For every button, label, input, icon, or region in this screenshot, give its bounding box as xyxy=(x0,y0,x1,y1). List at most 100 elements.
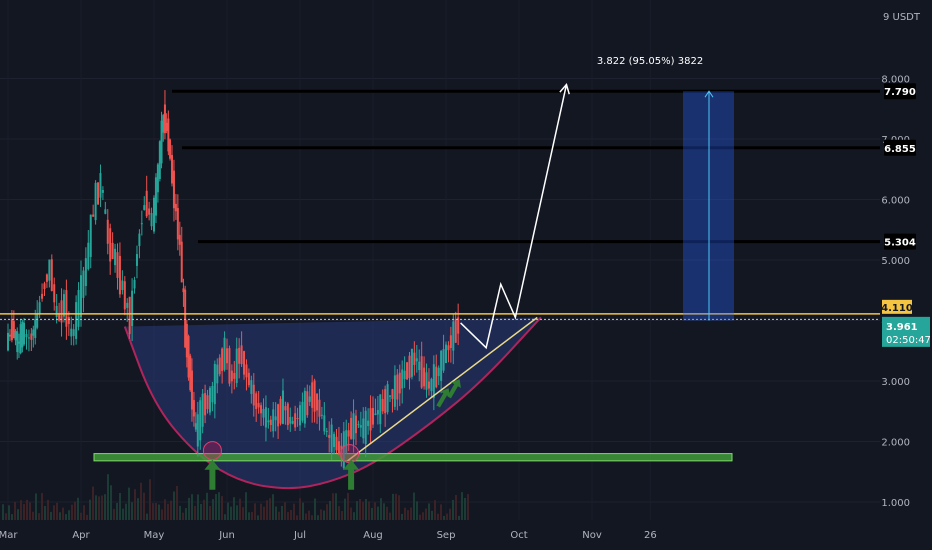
candle-body xyxy=(208,387,211,413)
candle-body xyxy=(357,424,360,426)
volume-bar xyxy=(236,505,238,520)
candle-body xyxy=(14,330,17,341)
projection-path xyxy=(460,84,568,350)
x-tick-label: 26 xyxy=(644,530,657,541)
candle-body xyxy=(435,366,438,388)
candle-body xyxy=(255,393,258,409)
candle-body xyxy=(408,355,411,379)
volume-bar xyxy=(380,498,382,520)
candle-body xyxy=(182,288,185,293)
candle-body xyxy=(21,321,24,348)
candle-body xyxy=(328,435,331,438)
volume-bar xyxy=(32,511,34,520)
candle-body xyxy=(131,290,134,327)
candle-body xyxy=(423,367,426,387)
candle-body xyxy=(374,413,377,415)
candle-body xyxy=(70,328,73,337)
volume-bar xyxy=(272,494,274,520)
candle-body xyxy=(252,384,255,406)
candle-body xyxy=(347,430,350,437)
up-arrow-shape xyxy=(343,459,360,490)
volume-bar xyxy=(80,512,82,520)
candle-body xyxy=(330,424,333,453)
up-arrow-shape xyxy=(204,459,221,490)
volume-bar xyxy=(212,499,214,520)
up-arrow-shape xyxy=(436,388,450,408)
currency-label: 9 USDT xyxy=(883,12,921,23)
candle-body xyxy=(148,208,151,215)
volume-bar xyxy=(131,502,133,520)
candle-body xyxy=(12,321,15,339)
volume-bar xyxy=(125,503,127,520)
volume-bar xyxy=(179,505,181,520)
volume-bar xyxy=(335,493,337,520)
x-tick-label: May xyxy=(144,530,165,541)
level-tag xyxy=(884,83,916,100)
candle-body xyxy=(60,300,63,323)
volume-bar xyxy=(227,502,229,520)
candle-body xyxy=(204,393,207,416)
level-tag-label: 6.855 xyxy=(884,144,916,155)
candle-body xyxy=(176,208,179,240)
candle-body xyxy=(364,410,367,444)
volume-bar xyxy=(440,504,442,520)
volume-bar xyxy=(302,502,304,520)
y-tick-label: 2.000 xyxy=(881,438,910,449)
volume-bar xyxy=(173,491,175,520)
candle-body xyxy=(457,317,460,334)
volume-bar xyxy=(263,506,265,520)
volume-bar xyxy=(371,507,373,520)
volume-bar xyxy=(305,513,307,520)
x-axis: Mar Apr May Jun Jul Aug Sep Oct Nov 26 xyxy=(0,530,657,541)
volume-bar xyxy=(308,510,310,520)
candle-body xyxy=(55,305,58,317)
volume-bar xyxy=(35,493,37,520)
volume-bar xyxy=(437,513,439,520)
candle-body xyxy=(169,139,172,159)
candle-body xyxy=(138,233,141,247)
candle-body xyxy=(289,416,292,424)
candle-body xyxy=(240,345,243,365)
candle-body xyxy=(106,219,109,244)
volume-bar xyxy=(416,501,418,520)
volume-bar xyxy=(41,493,43,520)
volume-bar xyxy=(191,494,193,520)
volume-bar xyxy=(62,507,64,520)
x-tick-label: Mar xyxy=(0,530,18,541)
volume-bar xyxy=(146,513,148,520)
volume-bar xyxy=(239,498,241,520)
candle-body xyxy=(362,418,365,439)
current-price-tag xyxy=(882,316,930,347)
volume-bar xyxy=(338,506,340,520)
candle-body xyxy=(199,400,202,441)
volume-bar xyxy=(398,495,400,520)
volume-bar xyxy=(344,498,346,520)
candle-body xyxy=(97,182,100,205)
volume-bar xyxy=(419,514,421,520)
projection-arrowhead xyxy=(559,83,570,95)
volume-bar xyxy=(422,512,424,520)
candle-body xyxy=(135,254,138,266)
candle-body xyxy=(58,314,61,321)
candle-body xyxy=(133,279,136,289)
volume-bar xyxy=(455,495,457,520)
volume-bar xyxy=(161,509,163,520)
candle-body xyxy=(264,407,267,428)
candle-body xyxy=(94,182,97,221)
volume-bar xyxy=(47,499,49,520)
volume-bar xyxy=(365,498,367,520)
volume-bar xyxy=(218,492,220,520)
volume-bar xyxy=(389,512,391,520)
candle-body xyxy=(121,280,124,290)
candle-body xyxy=(16,331,19,353)
volume-bar xyxy=(185,508,187,520)
volume-bar xyxy=(446,513,448,520)
candle-body xyxy=(296,417,299,419)
volume-bar xyxy=(65,514,67,520)
candle-body xyxy=(36,313,39,328)
candle-body xyxy=(48,259,51,281)
candle-body xyxy=(311,382,314,408)
low-circle xyxy=(202,441,222,461)
up-arrow xyxy=(447,379,461,399)
